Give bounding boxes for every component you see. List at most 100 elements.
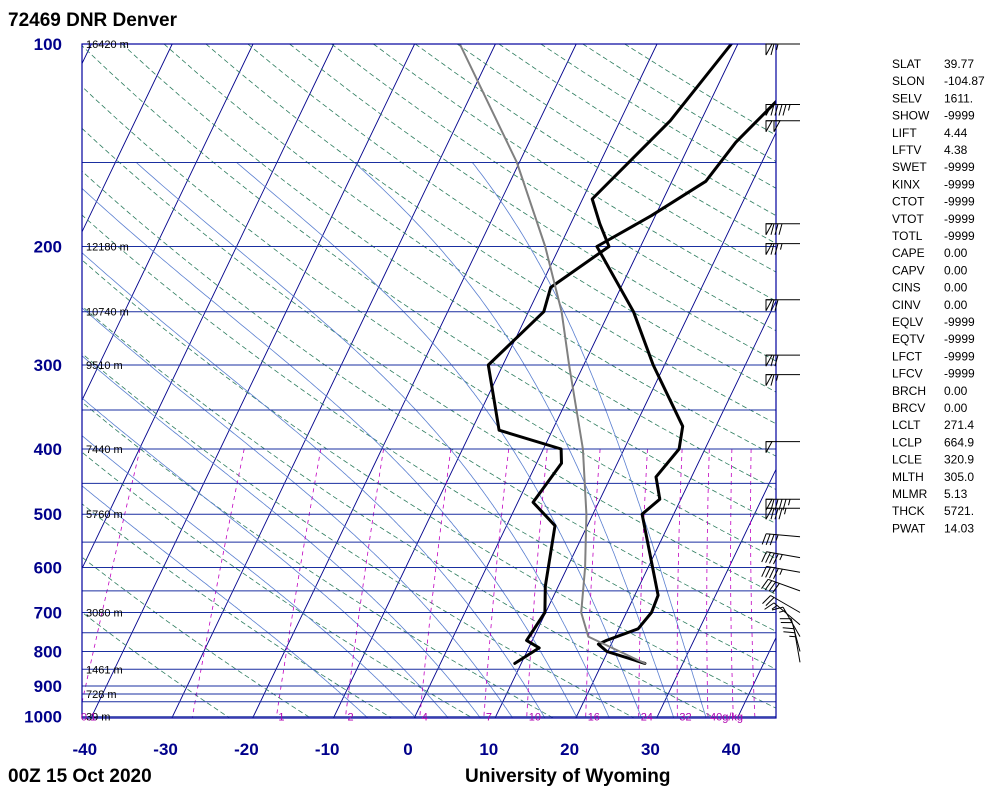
wind-barb-half-feather [784,508,787,515]
plot-frame [81,43,777,719]
temperature-tick-label: -10 [315,740,340,759]
index-value: 320.9 [944,453,974,467]
height-label: 728 m [86,689,117,701]
wind-barb-feather [774,299,779,311]
index-value: 5721. [944,504,974,518]
wind-barb-flag [765,43,773,56]
dry-adiabat-line [82,85,776,560]
wind-barb-feather [770,354,775,367]
stability-indices: SLAT 39.77 SLON -104.87 SELV 1611. SHOW -9999 LI… [892,57,985,535]
dry-adiabat-line [82,401,555,718]
index-value: 271.4 [944,418,974,432]
mixing-ratio-label: 40g/kg [710,712,743,724]
wind-barb [765,507,800,520]
wind-barb [765,223,800,235]
dry-adiabat-line [121,44,776,490]
isotherm-line [0,44,11,731]
wind-barb-feather [769,552,775,564]
index-label: VTOT [892,212,924,226]
index-value: 0.00 [944,281,968,295]
wind-barb-feather [774,223,779,235]
wind-barb-feather [770,104,775,116]
height-label: 16420 m [86,39,129,51]
mixing-ratio-line [419,448,452,718]
time-label: 00Z 15 Oct 2020 [8,766,152,787]
index-value: 0.00 [944,298,968,312]
index-label: LFCV [892,367,923,381]
wind-barb-feather [765,566,771,578]
wind-barb-feather [761,533,767,545]
wind-barb-feather [782,104,787,116]
wind-barb-feather [773,553,779,565]
dry-adiabat-line [82,451,474,718]
index-value: -104.87 [944,74,985,88]
pressure-tick-label: 600 [34,559,62,578]
wind-barb-feather [772,583,780,593]
wind-barb-feather [771,606,784,611]
pressure-tick-label: 400 [34,440,62,459]
height-label: 10740 m [86,307,129,319]
height-labels: 16420 m 12180 m 10740 m 9510 m 7440 m 5760 m 3… [86,39,129,724]
temperature-tick-label: 0 [403,740,412,759]
index-label: SHOW [892,109,930,123]
wind-barb-feather [770,243,775,255]
wind-barb-staff [770,595,801,613]
wind-barb [782,627,801,663]
index-label: LFTV [892,143,921,157]
dry-adiabat-line [82,352,636,718]
wind-barb-flag [765,354,773,367]
wind-barb-half-feather [778,610,786,613]
wind-barb-feather [778,104,783,116]
mixing-ratio-line [275,448,322,718]
wind-barb-staff [782,606,801,637]
index-label: MLMR [892,487,928,501]
mixing-ratio-line [191,448,245,718]
wind-barb-half-feather [780,243,783,250]
wind-barb-feather [774,508,779,520]
wind-barb-half-feather [779,568,783,576]
wind-barb [761,578,801,593]
index-label: LIFT [892,126,917,140]
mixing-ratio-line [730,448,734,718]
wind-barb-half-feather [771,605,778,610]
height-label: 7440 m [86,444,123,456]
wind-barb-feather [774,243,779,255]
wind-barb-feather [774,104,779,116]
wind-barb-flag [773,120,781,132]
wind-barb-flag [765,223,773,235]
wind-barb [765,498,800,511]
index-label: TOTL [892,229,923,243]
wind-barb-half-feather [788,499,791,506]
wind-barb-flag [765,120,773,132]
mixing-ratio-label: 7 [486,712,492,724]
index-label: BRCH [892,384,926,398]
wind-barb-feather [782,627,795,630]
pressure-tick-label: 900 [34,677,62,696]
index-value: 4.44 [944,126,968,140]
height-label: 39 m [86,712,110,724]
index-label: BRCV [892,401,925,415]
mixing-ratio-line [483,448,510,718]
index-label: THCK [892,504,925,518]
index-value: -9999 [944,229,975,243]
pressure-ticks: 100 200 300 400 500 600 700 800 900 1000 [24,35,62,727]
dry-adiabat-line [247,44,776,393]
wind-barb-staff [793,628,801,663]
mixing-ratio-line [750,448,756,718]
index-label: SLON [892,74,925,88]
index-value: 0.00 [944,263,968,277]
sounding-lines [458,44,776,665]
wind-barb-staff [766,551,801,559]
wind-barb-feather [778,508,783,520]
pressure-tick-label: 700 [34,604,62,623]
isotherm-line [656,468,776,718]
index-label: CTOT [892,195,925,209]
index-label: SELV [892,91,922,105]
index-value: 305.0 [944,470,974,484]
mixing-ratio-label: 0.1 [81,712,96,724]
mixing-ratio-label: 1 [278,712,284,724]
mixing-ratio-line [585,448,601,718]
wind-barb-feather [773,568,779,580]
wind-barb [765,354,800,367]
